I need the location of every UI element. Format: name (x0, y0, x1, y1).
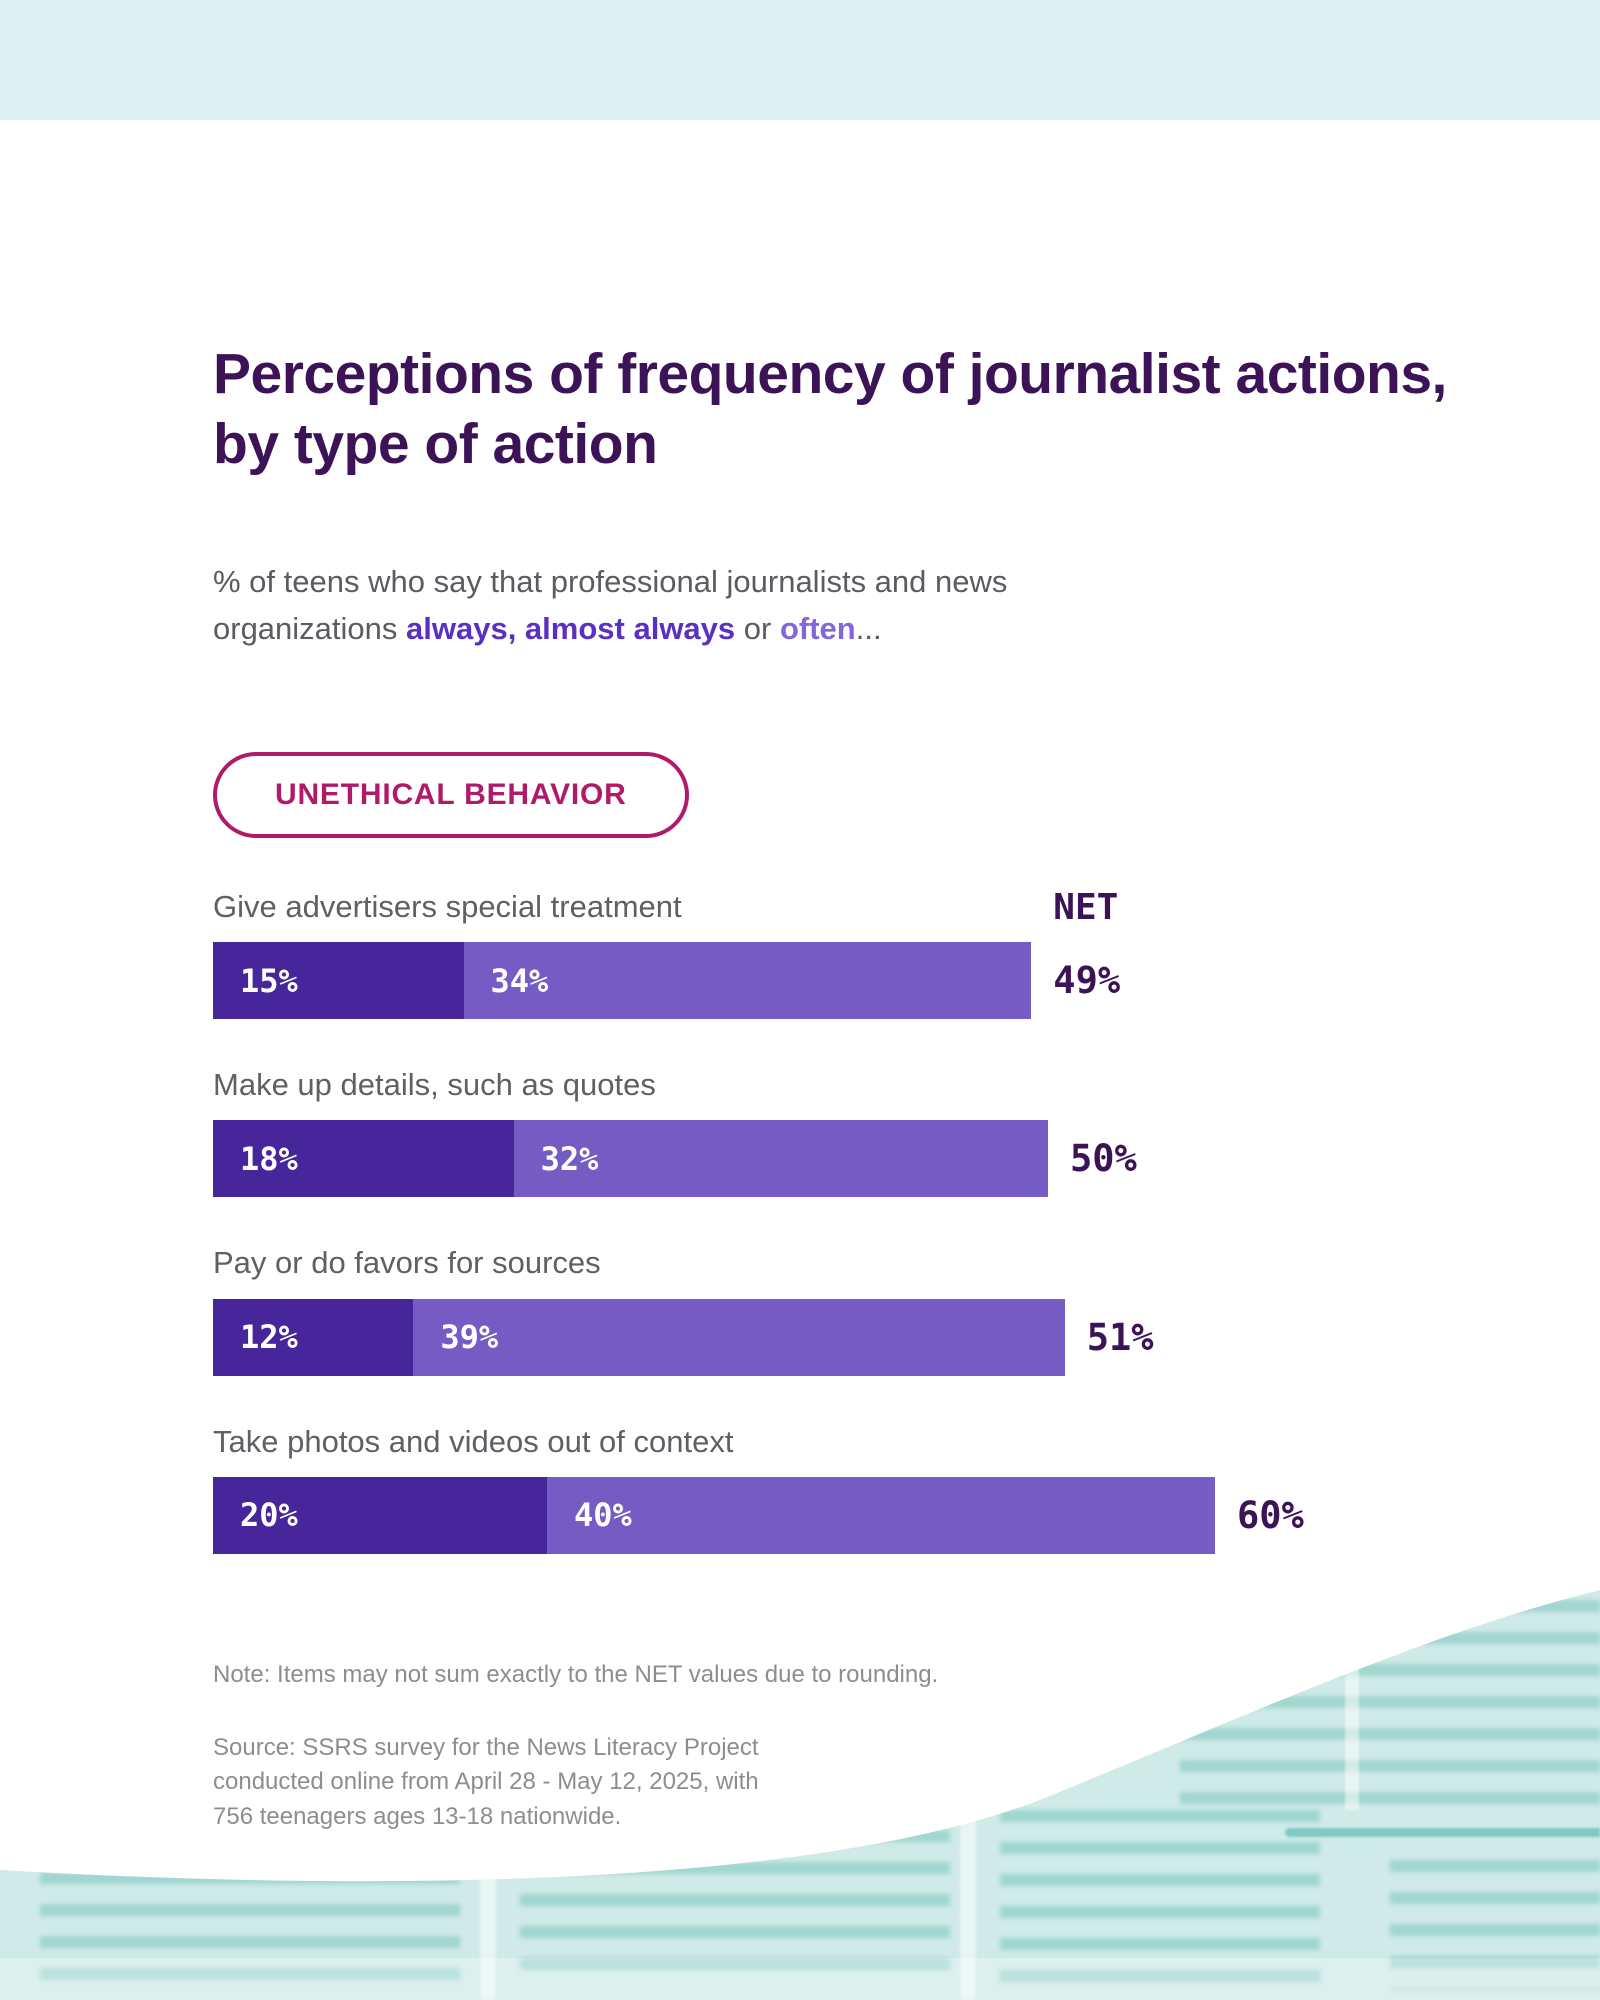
source-credit: Source: SSRS survey for the News Literac… (213, 1734, 759, 1830)
net-number: 49% (1053, 959, 1121, 1003)
bar-line: 20% 40% 60% (213, 1476, 1493, 1554)
bar-line: 18% 32% 50% (213, 1120, 1493, 1198)
page-title: Perceptions of frequency of journalist a… (213, 342, 1447, 476)
category-pill-wrap: UNETHICAL BEHAVIOR (213, 752, 1493, 839)
bar-segment-often: 39% (413, 1298, 1065, 1376)
bar-segment-often: 32% (513, 1120, 1048, 1198)
subtitle-connector: or (735, 610, 780, 646)
category-label: Pay or do favors for sources (213, 1245, 601, 1281)
bar-segment-always-almost-always: 12% (213, 1298, 414, 1376)
footnote: Note: Items may not sum exactly to the N… (213, 1660, 939, 1688)
subtitle: % of teens who say that professional jou… (213, 559, 1118, 652)
bar-line: 15% 34% 49% NET (213, 887, 1493, 1020)
net-value: 49% NET (1053, 887, 1121, 1019)
segment-value: 39% (440, 1318, 499, 1357)
stacked-bar-chart: Give advertisers special treatment 15% 3… (213, 887, 1493, 1554)
subtitle-ellipsis: ... (855, 610, 882, 646)
net-number: 50% (1069, 1137, 1137, 1181)
chart-row: Pay or do favors for sources 12% 39% 51% (213, 1244, 1493, 1376)
segment-value: 18% (240, 1139, 298, 1178)
segment-value: 34% (490, 961, 549, 1000)
chart-row: Give advertisers special treatment 15% 3… (213, 887, 1493, 1020)
bar-segment-often: 40% (547, 1476, 1215, 1554)
net-number: 51% (1086, 1315, 1154, 1359)
bar-line: 12% 39% 51% (213, 1298, 1493, 1376)
segment-value: 12% (240, 1318, 298, 1357)
bar-segment-always-almost-always: 20% (213, 1476, 547, 1554)
chart-row: Take photos and videos out of context 20… (213, 1423, 1493, 1554)
legend-often: often (779, 610, 856, 646)
legend-always-almost-always: always, almost always (406, 610, 736, 646)
bar-segment-always-almost-always: 18% (213, 1120, 514, 1198)
subtitle-prefix: % of teens who say that professional jou… (213, 564, 1008, 646)
top-teal-band (0, 0, 1600, 120)
main-content: Perceptions of frequency of journalist a… (213, 0, 1493, 1834)
newspaper-lightband (0, 1958, 1600, 2000)
net-header: NET (1053, 887, 1119, 929)
segment-value: 32% (540, 1139, 599, 1178)
net-value: 51% (1087, 1299, 1154, 1376)
category-pill: UNETHICAL BEHAVIOR (213, 752, 689, 839)
category-pill-label: UNETHICAL BEHAVIOR (275, 778, 627, 812)
segment-value: 40% (574, 1496, 632, 1535)
chart-row: Make up details, such as quotes 18% 32% … (213, 1066, 1493, 1198)
bar-segment-often: 34% (463, 942, 1032, 1020)
category-label: Give advertisers special treatment (213, 889, 682, 925)
net-number: 60% (1237, 1493, 1304, 1537)
newspaper-column (1390, 1860, 1600, 1990)
category-label: Make up details, such as quotes (213, 1067, 656, 1103)
net-value: 60% (1237, 1477, 1304, 1554)
category-label: Take photos and videos out of context (213, 1423, 734, 1459)
segment-value: 20% (240, 1496, 298, 1535)
segment-value: 15% (240, 961, 298, 1000)
net-value: 50% (1070, 1120, 1137, 1197)
bar-segment-always-almost-always: 15% (213, 942, 464, 1020)
